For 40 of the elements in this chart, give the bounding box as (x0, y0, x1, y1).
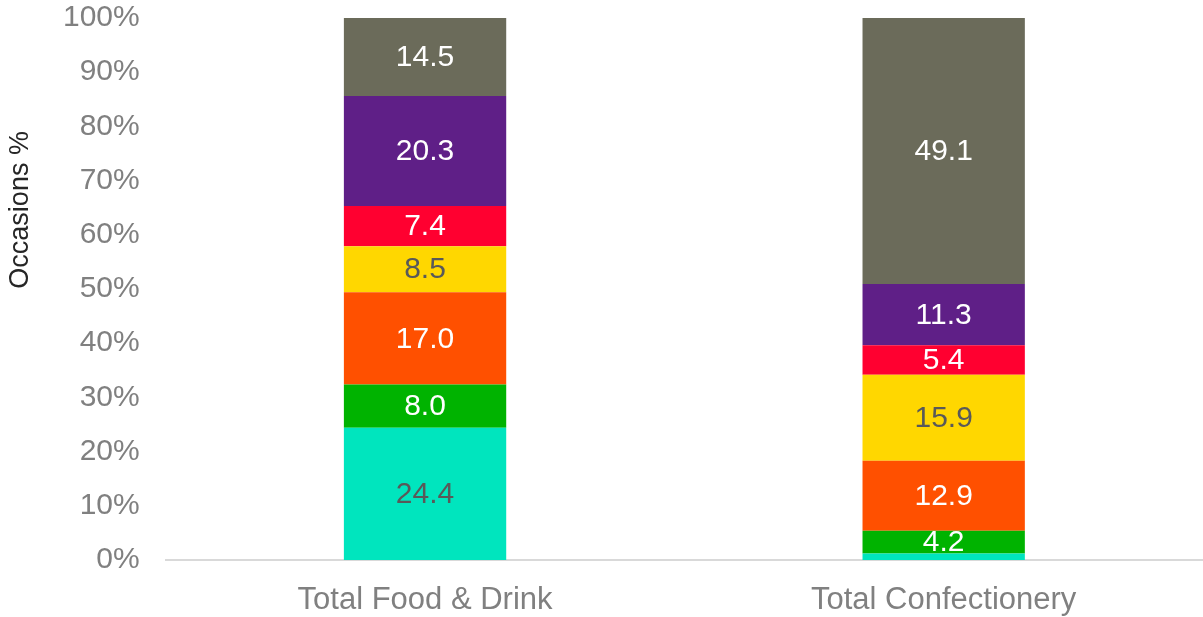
bar (343, 18, 507, 97)
bar (343, 206, 507, 247)
y-tick-label: 70% (79, 161, 140, 195)
data-label: 11.3 (915, 297, 972, 331)
data-label: 5.4 (922, 342, 965, 376)
data-label: 4.2 (922, 524, 965, 558)
y-tick-label: 80% (79, 107, 140, 141)
bar (862, 553, 1025, 560)
bar (343, 246, 507, 293)
bar (862, 18, 1025, 285)
y-tick-label: 30% (79, 378, 140, 412)
y-tick-label: 60% (79, 216, 140, 250)
data-label: 49.1 (914, 133, 973, 167)
bar (343, 384, 507, 428)
data-label: 14.5 (395, 39, 455, 73)
x-tick-label: Total Confectionery (810, 581, 1077, 617)
bar (862, 284, 1025, 346)
data-label: 8.5 (404, 251, 446, 285)
y-tick-label: 20% (79, 432, 140, 466)
data-label: 12.9 (914, 478, 973, 512)
data-label: 24.4 (395, 476, 455, 510)
y-tick-label: 40% (79, 324, 140, 358)
x-tick-label: Total Food & Drink (297, 581, 554, 617)
y-tick-label: 100% (62, 0, 140, 33)
data-label: 17.0 (395, 320, 455, 354)
data-label: 8.0 (404, 388, 446, 422)
data-label: 7.4 (404, 208, 446, 242)
data-label: 15.9 (914, 399, 973, 433)
bar (862, 345, 1025, 375)
y-tick-label: 90% (79, 53, 140, 87)
y-tick-label: 10% (79, 487, 140, 521)
bar (862, 374, 1025, 461)
bar (343, 427, 507, 560)
bar (343, 292, 507, 385)
y-axis-title: Occasions % (4, 131, 35, 289)
bar (343, 96, 507, 207)
y-tick-label: 0% (96, 541, 140, 575)
bar (862, 460, 1025, 531)
y-tick-label: 50% (79, 270, 140, 304)
data-label: 20.3 (395, 133, 455, 167)
